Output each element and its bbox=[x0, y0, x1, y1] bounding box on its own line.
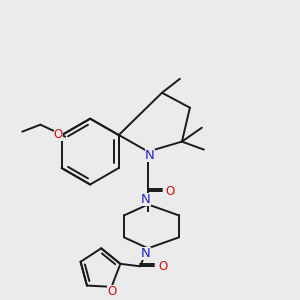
Text: N: N bbox=[141, 193, 151, 206]
Text: O: O bbox=[107, 285, 116, 298]
Text: O: O bbox=[54, 128, 63, 141]
Text: N: N bbox=[145, 149, 155, 162]
Text: O: O bbox=[165, 185, 175, 198]
Text: N: N bbox=[141, 247, 151, 260]
Text: O: O bbox=[158, 260, 168, 273]
